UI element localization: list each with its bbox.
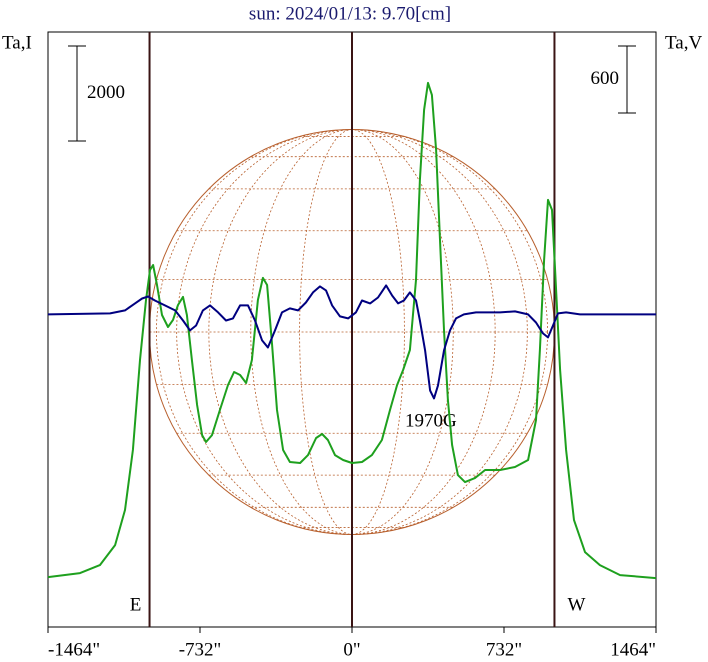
scale-label: 2000 bbox=[87, 82, 125, 103]
x-tick-label: -1464" bbox=[48, 639, 100, 660]
x-tick-label: 0" bbox=[343, 639, 360, 660]
limb-label: E bbox=[130, 594, 142, 615]
chart-title: sun: 2024/01/13: 9.70[cm] bbox=[249, 3, 451, 24]
scan-curve bbox=[47, 81, 657, 580]
scale-label: 600 bbox=[591, 68, 620, 89]
y2-axis-label: Ta,V bbox=[665, 32, 702, 53]
y-axis-label: Ta,I bbox=[2, 32, 32, 53]
x-tick-label: 732" bbox=[486, 639, 522, 660]
limb-label: W bbox=[567, 594, 585, 615]
scan-curve bbox=[47, 284, 656, 400]
x-tick-label: -732" bbox=[179, 639, 222, 660]
x-tick-label: 1464" bbox=[610, 639, 656, 660]
